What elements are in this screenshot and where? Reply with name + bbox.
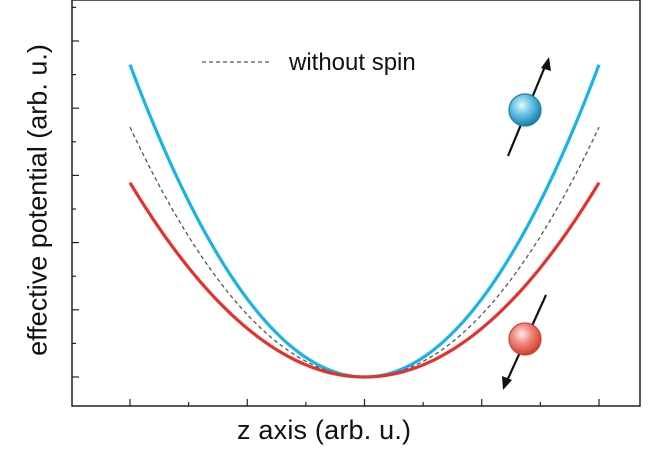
legend-label-without-spin: without spin — [288, 49, 416, 76]
spin-up-particle — [506, 57, 551, 157]
spin-up-arrowhead-icon — [541, 57, 551, 71]
plot-frame — [71, 0, 641, 407]
spin-down-curve — [128, 181, 601, 379]
spin-down-ball-icon — [508, 322, 542, 356]
spin-down-arrowhead-icon — [502, 376, 512, 390]
y-axis-label: effective potential (arb. u.) — [22, 44, 53, 356]
legend: without spin — [202, 49, 416, 76]
spin-up-ball-icon — [508, 93, 542, 127]
x-axis-label: z axis (arb. u.) — [237, 415, 412, 445]
y-ticks — [72, 6, 79, 378]
curves — [128, 64, 601, 379]
x-ticks — [129, 399, 600, 406]
spin-down-particle — [502, 294, 548, 390]
